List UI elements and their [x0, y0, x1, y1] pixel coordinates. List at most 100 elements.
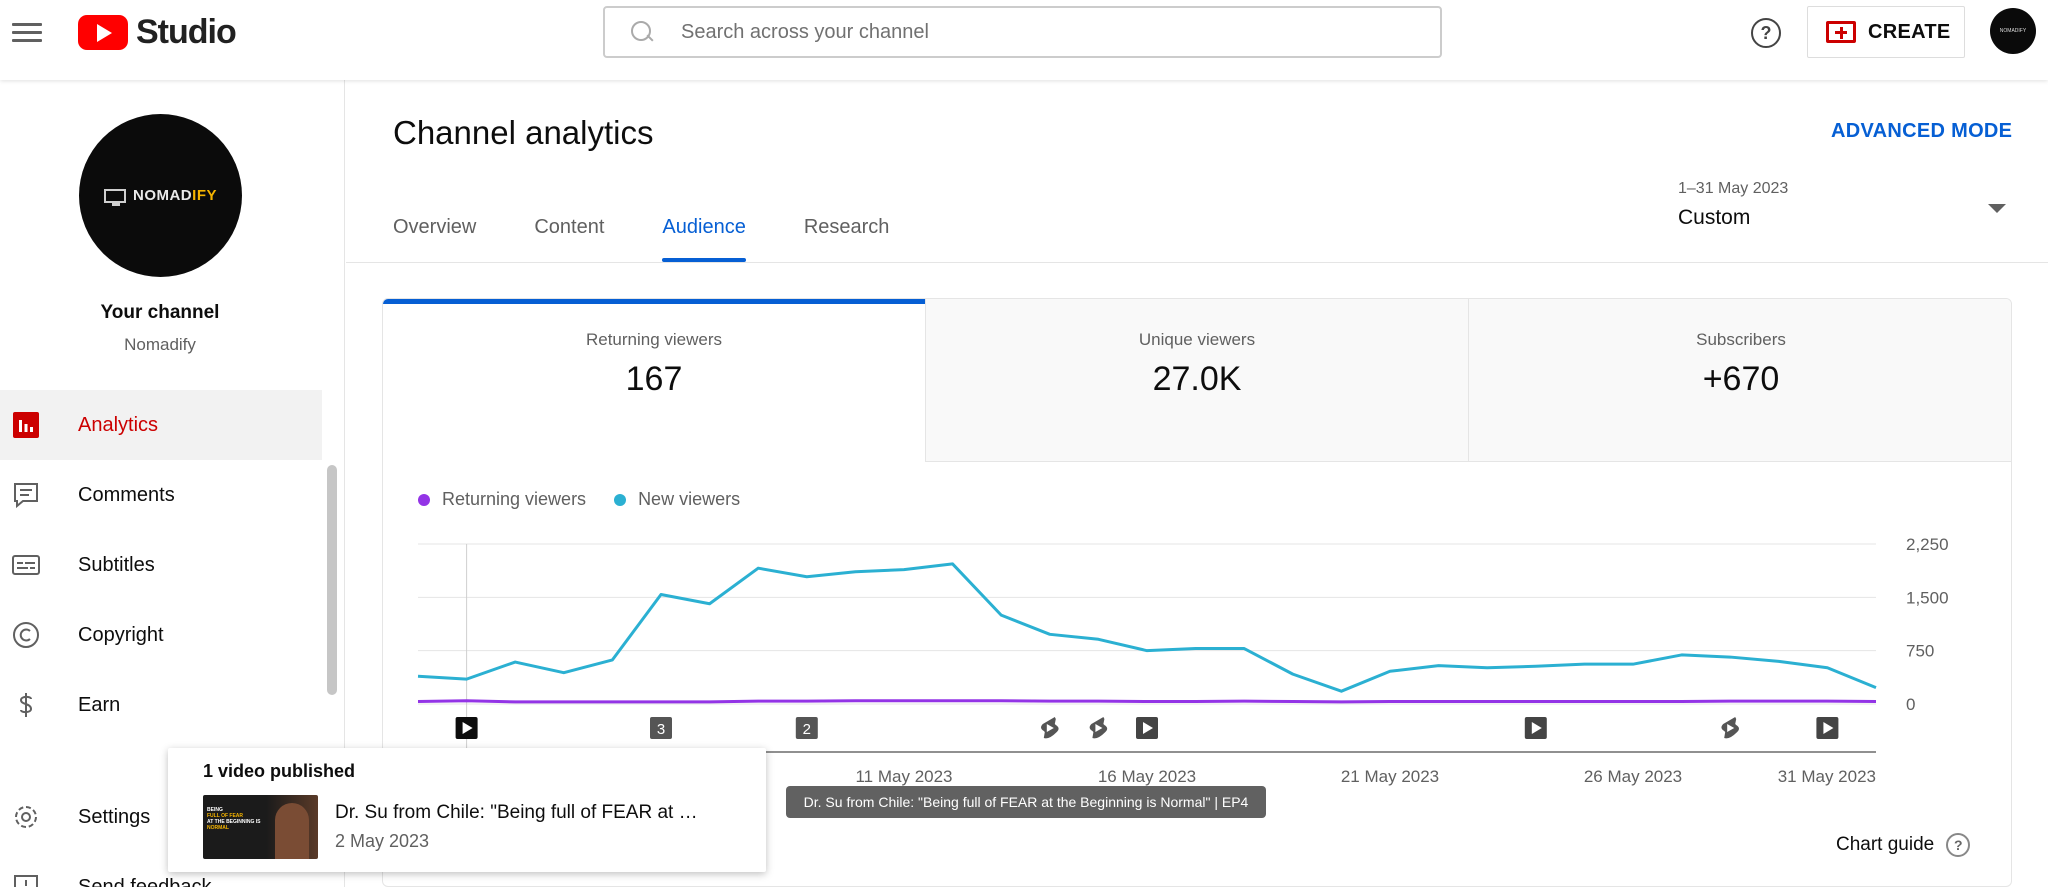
- your-channel-label: Your channel: [100, 302, 220, 323]
- legend-label: New viewers: [638, 489, 741, 509]
- search-input[interactable]: [681, 20, 1440, 44]
- page-title: Channel analytics: [393, 114, 654, 151]
- youtube-play-icon: [78, 14, 128, 50]
- sidebar-item-send-feedback[interactable]: Send feedback: [0, 852, 322, 887]
- subtitles-icon: [12, 551, 40, 579]
- play-icon: [1531, 722, 1542, 734]
- play-icon: [1727, 724, 1735, 732]
- thumbnail-text: BEING FULL OF FEAR AT THE BEGINNING IS N…: [207, 807, 261, 831]
- sidebar-item-label: Analytics: [78, 413, 159, 436]
- create-button[interactable]: CREATE: [1807, 6, 1965, 58]
- y-tick-label: 0: [1906, 695, 1915, 714]
- copyright-icon: [12, 621, 40, 649]
- settings-icon: [12, 803, 40, 831]
- feedback-icon: [12, 873, 40, 887]
- date-range-picker[interactable]: 1–31 May 2023 Custom: [1678, 180, 2018, 240]
- video-thumbnail[interactable]: BEING FULL OF FEAR AT THE BEGINNING IS N…: [203, 795, 318, 859]
- popup-title: 1 video published: [203, 761, 356, 781]
- sidebar-item-settings[interactable]: Settings: [0, 782, 322, 852]
- tab-research[interactable]: Research: [803, 216, 890, 238]
- video-title[interactable]: Dr. Su from Chile: "Being full of FEAR a…: [335, 802, 698, 823]
- channel-logo-text: NOMADIFY: [132, 187, 217, 204]
- chart-guide-link[interactable]: Chart guide ?: [1836, 833, 1971, 857]
- y-tick-label: 1,500: [1906, 588, 1949, 607]
- tab-content[interactable]: Content: [534, 216, 605, 238]
- metric-label: Unique viewers: [1138, 330, 1256, 349]
- sidebar-item-copyright[interactable]: Copyright: [0, 600, 322, 670]
- legend-dot: [418, 493, 430, 506]
- legend-dot: [614, 493, 627, 506]
- legend-item[interactable]: New viewers: [614, 489, 740, 510]
- y-tick-label: 2,250: [1906, 535, 1949, 554]
- sidebar-scrollbar[interactable]: [327, 465, 337, 695]
- video-published-popup[interactable]: 1 video published BEING FULL OF FEAR AT …: [168, 748, 766, 872]
- chart-guide-label: Chart guide: [1836, 834, 1935, 855]
- x-tick-label: 31 May 2023: [1778, 767, 1876, 786]
- metric-subscribers[interactable]: Subscribers +670: [1469, 299, 2011, 462]
- search-bar[interactable]: [603, 6, 1442, 58]
- metric-unique-viewers[interactable]: Unique viewers 27.0K: [926, 299, 1469, 462]
- comments-icon: [12, 481, 40, 509]
- metric-label: Subscribers: [1696, 330, 1786, 349]
- y-tick-label: 750: [1906, 642, 1934, 661]
- play-icon: [462, 722, 473, 734]
- video-count-marker[interactable]: [795, 717, 818, 739]
- date-label: Custom: [1678, 206, 1751, 229]
- sidebar-item-label: Settings: [78, 805, 151, 828]
- analytics-tabs: Overview Content Audience Research: [393, 210, 947, 262]
- sidebar-item-label: Copyright: [78, 623, 164, 646]
- date-range: 1–31 May 2023: [1678, 180, 1789, 197]
- video-date: 2 May 2023: [335, 831, 430, 851]
- legend-item[interactable]: Returning viewers: [418, 489, 586, 510]
- laptop-icon: [103, 188, 126, 206]
- tab-audience[interactable]: Audience: [662, 210, 747, 262]
- create-video-icon: [1826, 21, 1856, 43]
- line-chart[interactable]: 0 750 1,500 2,250 3 2 11 May 2023 16 May 2023 21…: [383, 299, 2012, 887]
- top-bar: Studio ? CREATE NOMADIFY: [0, 0, 2048, 80]
- video-count-label: 2: [803, 721, 811, 738]
- sidebar-item-analytics[interactable]: Analytics: [0, 390, 322, 460]
- metric-value: 27.0K: [1152, 360, 1242, 398]
- x-tick-label: 11 May 2023: [855, 767, 952, 786]
- play-icon: [1823, 722, 1834, 734]
- play-icon: [1143, 722, 1153, 734]
- sidebar-item-label: Subtitles: [78, 553, 155, 576]
- series-line[interactable]: [417, 562, 1877, 693]
- studio-logo[interactable]: Studio: [78, 12, 237, 51]
- help-icon: ?: [1946, 833, 1971, 857]
- logo-text: Studio: [136, 12, 237, 51]
- video-count-marker[interactable]: [650, 717, 672, 739]
- video-count-label: 3: [657, 721, 665, 738]
- advanced-mode-link[interactable]: ADVANCED MODE: [1831, 120, 2013, 142]
- help-icon[interactable]: ?: [1751, 18, 1781, 48]
- search-icon: [631, 21, 653, 43]
- sidebar-item-comments[interactable]: Comments: [0, 460, 322, 530]
- metric-value: +670: [1702, 360, 1780, 398]
- sidebar-item-earn[interactable]: Earn: [0, 670, 322, 740]
- x-tick-label: 26 May 2023: [1584, 767, 1682, 786]
- play-icon: [1046, 724, 1054, 732]
- video-tooltip: Dr. Su from Chile: "Being full of FEAR a…: [786, 786, 1266, 818]
- earn-icon: [12, 691, 40, 719]
- x-tick-label: 16 May 2023: [1098, 767, 1196, 786]
- sidebar-item-label: Comments: [78, 483, 175, 506]
- help-glyph: ?: [1760, 22, 1772, 43]
- x-tick-label: 21 May 2023: [1341, 767, 1439, 786]
- thumbnail-person: [275, 803, 309, 859]
- series-line[interactable]: [417, 699, 1877, 704]
- metric-label: Returning viewers: [585, 330, 723, 349]
- channel-avatar[interactable]: NOMADIFY: [79, 114, 242, 277]
- play-icon: [1095, 724, 1103, 732]
- create-label: CREATE: [1868, 20, 1951, 43]
- sidebar-item-label: Earn: [78, 693, 121, 716]
- menu-icon[interactable]: [12, 18, 42, 48]
- sidebar-item-subtitles[interactable]: Subtitles: [0, 530, 322, 600]
- account-avatar-text: NOMADIFY: [1999, 28, 2027, 34]
- tabs-divider: [346, 262, 2048, 263]
- metric-value: 167: [625, 360, 683, 398]
- metric-returning-viewers[interactable]: Returning viewers 167: [383, 299, 926, 462]
- channel-name: Nomadify: [124, 335, 196, 354]
- analytics-icon: [12, 411, 40, 439]
- account-avatar[interactable]: NOMADIFY: [1990, 8, 2036, 54]
- tab-overview[interactable]: Overview: [393, 216, 477, 238]
